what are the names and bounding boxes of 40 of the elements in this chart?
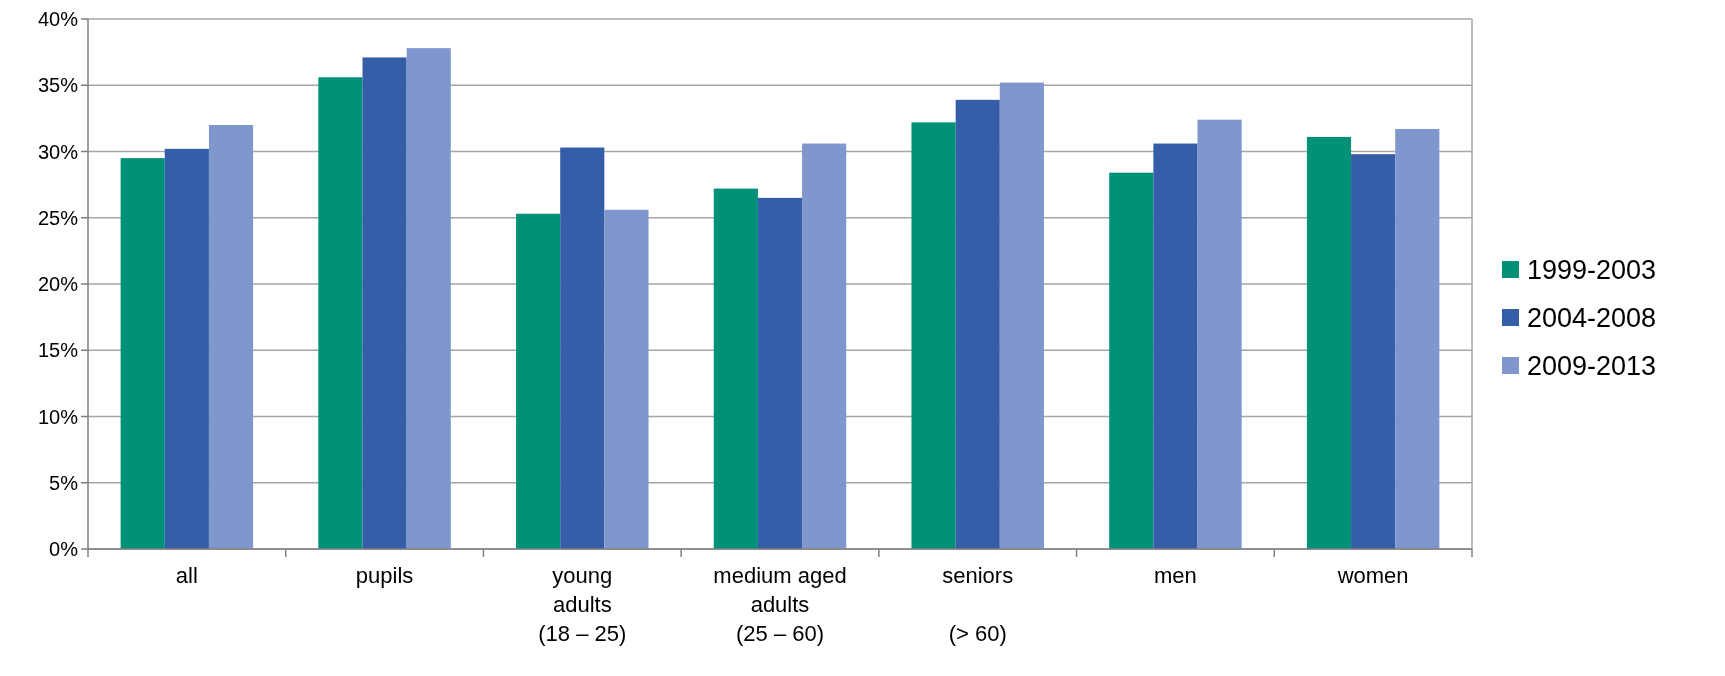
y-tick-label: 0%	[49, 538, 79, 560]
category-label: seniors (> 60)	[942, 563, 1014, 646]
legend-label: 2004-2008	[1527, 303, 1657, 334]
y-tick-label: 40%	[37, 8, 79, 30]
bar	[516, 213, 561, 549]
bar	[1351, 154, 1396, 549]
x-tick-label: pupils	[355, 563, 414, 588]
bar	[713, 188, 758, 549]
x-tick-label: young adults (18 – 25)	[538, 563, 627, 646]
bar	[208, 125, 254, 549]
bar	[1109, 172, 1154, 549]
bar	[1153, 143, 1198, 549]
x-tick-label: all	[175, 563, 198, 588]
bar	[362, 57, 407, 549]
bar	[999, 82, 1044, 549]
y-tick-label: 20%	[37, 273, 79, 295]
bar	[802, 143, 847, 549]
y-tick-label: 25%	[37, 206, 79, 229]
legend-label: 1999-2003	[1527, 255, 1657, 286]
bar	[406, 48, 451, 549]
bar	[164, 148, 209, 549]
bar	[318, 77, 363, 549]
x-tick-label: medium aged adults (25 – 60)	[713, 563, 847, 646]
y-tick-label: 5%	[49, 471, 79, 494]
bar	[120, 158, 165, 549]
bar	[757, 197, 803, 549]
bar	[1395, 128, 1440, 549]
bar	[955, 99, 1000, 549]
bar	[604, 209, 649, 549]
y-tick-label: 30%	[37, 140, 79, 163]
legend-label: 2009-2013	[1527, 351, 1657, 382]
x-tick-label: men	[1154, 563, 1197, 588]
y-tick-label: 10%	[37, 405, 79, 428]
bar	[560, 147, 605, 549]
y-tick-label: 35%	[37, 74, 79, 97]
bar	[1306, 136, 1352, 549]
bar	[1197, 119, 1242, 549]
bar	[911, 122, 956, 549]
x-tick-label: women	[1336, 563, 1409, 588]
y-tick-label: 15%	[37, 339, 79, 362]
